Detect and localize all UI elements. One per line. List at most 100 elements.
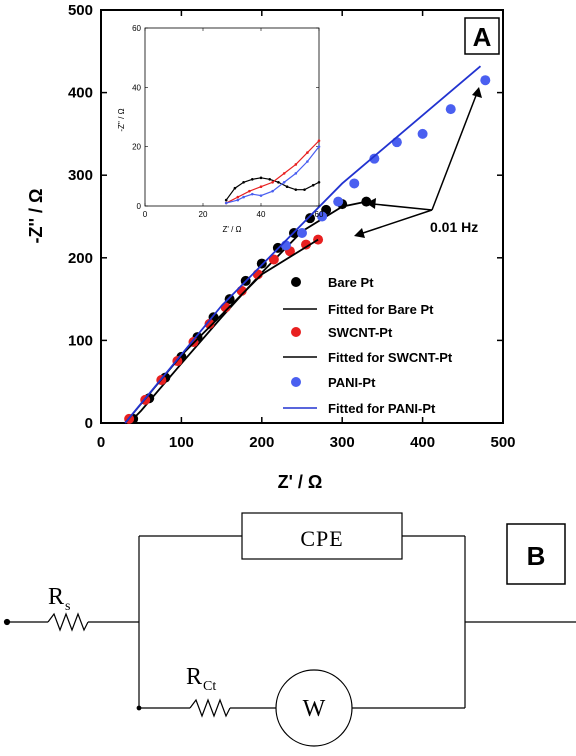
- inset-tick-labels: 0 20 40 60 0 20 40 60: [132, 24, 324, 219]
- point-swcnt-pt: [259, 185, 263, 189]
- legend: Bare Pt Fitted for Bare Pt SWCNT-Pt Fitt…: [283, 275, 453, 416]
- annotation-text: 0.01 Hz: [430, 219, 478, 235]
- y-tick-label: 0: [85, 415, 93, 432]
- legend-label: Bare Pt: [328, 275, 374, 290]
- y-tick-label: 60: [132, 24, 141, 33]
- point-bare-pt: [285, 185, 289, 189]
- rct-label: R: [186, 664, 202, 690]
- inset-y-axis-label: -Z'' / Ω: [117, 108, 126, 131]
- point-bare-pt: [268, 178, 272, 181]
- point-swcnt-pt: [248, 189, 251, 193]
- legend-label: Fitted for SWCNT-Pt: [328, 350, 453, 365]
- point-bare-pt: [224, 294, 235, 305]
- arrowhead: [472, 87, 482, 98]
- point-pani-pt: [317, 211, 328, 222]
- point-bare-pt: [311, 183, 315, 187]
- rct-subscript: Ct: [203, 679, 216, 694]
- axis-ticks: [100, 9, 504, 424]
- inset-frame: [144, 27, 320, 207]
- legend-label: SWCNT-Pt: [328, 325, 393, 340]
- resistor-rct: [189, 698, 231, 718]
- x-tick-label: 60: [315, 210, 324, 219]
- point-swcnt-pt: [268, 254, 279, 265]
- x-tick-label: 40: [257, 210, 266, 219]
- panel-b-label: B: [527, 541, 546, 571]
- x-tick-label: 500: [490, 434, 515, 451]
- y-tick-label: 400: [68, 85, 93, 102]
- legend-marker-pani-pt: [291, 377, 301, 387]
- arrowhead: [354, 228, 365, 238]
- point-bare-pt: [256, 258, 267, 269]
- point-pani-pt: [417, 128, 428, 139]
- point-pani-pt: [271, 189, 274, 193]
- annotation-arrow: [372, 203, 433, 211]
- point-bare-pt: [224, 198, 228, 202]
- rs-label: R: [48, 584, 64, 610]
- inset-series: [224, 139, 321, 205]
- line-pani-pt: [226, 146, 320, 204]
- panel-a-box: [464, 17, 500, 55]
- y-axis-label: -Z'' / Ω: [26, 189, 46, 244]
- x-axis-label: Z' / Ω: [278, 472, 323, 492]
- x-tick-label: 200: [249, 434, 274, 451]
- point-pani-pt: [349, 178, 360, 189]
- inset-x-axis-label: Z' / Ω: [222, 225, 241, 234]
- panel-b-box: [506, 523, 566, 585]
- inset-chart: 0 20 40 60 0 20 40 60 Z' / Ω -Z'' / Ω: [117, 24, 324, 234]
- point-bare-pt: [242, 180, 245, 184]
- legend-label: PANI-Pt: [328, 375, 376, 390]
- point-bare-pt: [305, 213, 316, 224]
- legend-marker-swcnt-pt: [291, 327, 301, 337]
- legend-label: Fitted for Bare Pt: [328, 302, 434, 317]
- point-swcnt-pt: [294, 163, 298, 166]
- point-pani-pt: [236, 198, 240, 202]
- point-bare-pt: [303, 188, 306, 191]
- x-tick-label: 100: [169, 434, 194, 451]
- inset-axis-ticks: [144, 27, 320, 207]
- point-swcnt-pt: [282, 172, 286, 175]
- point-bare-pt: [251, 178, 254, 181]
- x-tick-label: 400: [410, 434, 435, 451]
- point-pani-pt: [251, 192, 254, 196]
- legend-marker-bare-pt: [291, 277, 301, 287]
- legend-label: Fitted for PANI-Pt: [328, 401, 436, 416]
- x-tick-label: 0: [143, 210, 148, 219]
- point-swcnt-pt: [271, 180, 274, 184]
- y-tick-label: 0: [137, 202, 142, 211]
- point-pani-pt: [480, 75, 491, 86]
- point-pani-pt: [242, 195, 245, 199]
- point-pani-pt: [306, 160, 309, 163]
- point-swcnt-pt: [306, 151, 309, 154]
- point-pani-pt: [224, 201, 228, 205]
- point-swcnt-pt: [236, 195, 240, 199]
- frequency-annotation: 0.01 Hz: [354, 87, 482, 238]
- annotation-arrow: [431, 92, 478, 211]
- point-pani-pt: [282, 180, 286, 184]
- point-swcnt-pt: [204, 318, 215, 329]
- point-bare-pt: [317, 180, 321, 184]
- resistor-rs: [47, 612, 89, 632]
- circuit-labels: R s R Ct CPE W B: [48, 523, 566, 722]
- y-tick-label: 200: [68, 250, 93, 267]
- panel-a-label: A: [473, 22, 492, 52]
- line-fitted-for-pani-pt: [124, 65, 482, 424]
- point-pani-pt: [259, 194, 263, 197]
- y-tick-label: 100: [68, 332, 93, 349]
- point-pani-pt: [333, 196, 344, 207]
- arrowhead: [366, 198, 376, 209]
- point-pani-pt: [445, 104, 456, 115]
- point-pani-pt: [317, 145, 321, 148]
- point-pani-pt: [369, 153, 380, 164]
- point-bare-pt: [294, 188, 298, 191]
- point-pani-pt: [294, 172, 298, 175]
- chart-series: [124, 65, 491, 424]
- annotation-arrow: [359, 209, 433, 235]
- point-swcnt-pt: [317, 139, 321, 143]
- y-tick-label: 40: [132, 83, 141, 92]
- y-tick-label: 500: [68, 2, 93, 19]
- point-pani-pt: [391, 137, 402, 148]
- cpe-label: CPE: [300, 526, 343, 551]
- point-pani-pt: [297, 228, 307, 239]
